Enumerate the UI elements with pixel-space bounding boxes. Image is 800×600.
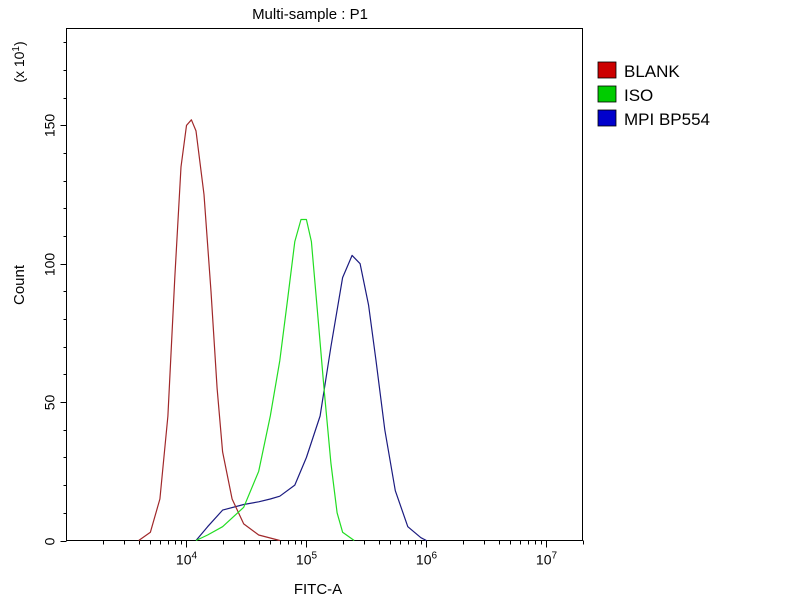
legend-swatch-mpi-bp554 bbox=[597, 109, 617, 127]
x-axis: 104 105 106 107 bbox=[103, 540, 584, 568]
series-line-blank bbox=[138, 119, 280, 542]
legend-swatch-iso bbox=[597, 85, 617, 103]
x-axis-label: FITC-A bbox=[294, 581, 342, 598]
x-tick-label-0: 104 bbox=[176, 551, 198, 568]
y-axis-label: Count bbox=[11, 264, 28, 305]
series-layer bbox=[138, 119, 427, 542]
y-tick-label-3: 150 bbox=[42, 114, 58, 138]
y-tick-label-0: 0 bbox=[42, 537, 58, 545]
y-multiplier-exponent: 1 bbox=[11, 46, 22, 52]
legend-label-mpi-bp554: MPI BP554 bbox=[624, 110, 710, 129]
chart-title: Multi-sample : P1 bbox=[252, 6, 368, 23]
legend-label-iso: ISO bbox=[624, 86, 653, 105]
y-tick-label-1: 50 bbox=[42, 395, 58, 411]
series-line-mpi-bp554 bbox=[195, 254, 427, 542]
plot-frame bbox=[66, 28, 583, 541]
x-tick-label-1: 105 bbox=[296, 551, 318, 568]
svg-text:(x 101): (x 101) bbox=[11, 41, 27, 82]
y-multiplier-text: (x 10 bbox=[11, 51, 27, 82]
legend: BLANK ISO MPI BP554 bbox=[597, 61, 710, 129]
legend-label-blank: BLANK bbox=[624, 62, 680, 81]
y-multiplier-label: (x 101) bbox=[11, 41, 27, 82]
series-line-iso bbox=[195, 218, 355, 542]
y-axis: 0 50 100 150 bbox=[42, 42, 67, 545]
y-tick-label-2: 100 bbox=[42, 253, 58, 277]
legend-swatch-blank bbox=[597, 61, 617, 79]
x-tick-label-2: 106 bbox=[416, 551, 438, 568]
x-tick-label-3: 107 bbox=[536, 551, 558, 568]
